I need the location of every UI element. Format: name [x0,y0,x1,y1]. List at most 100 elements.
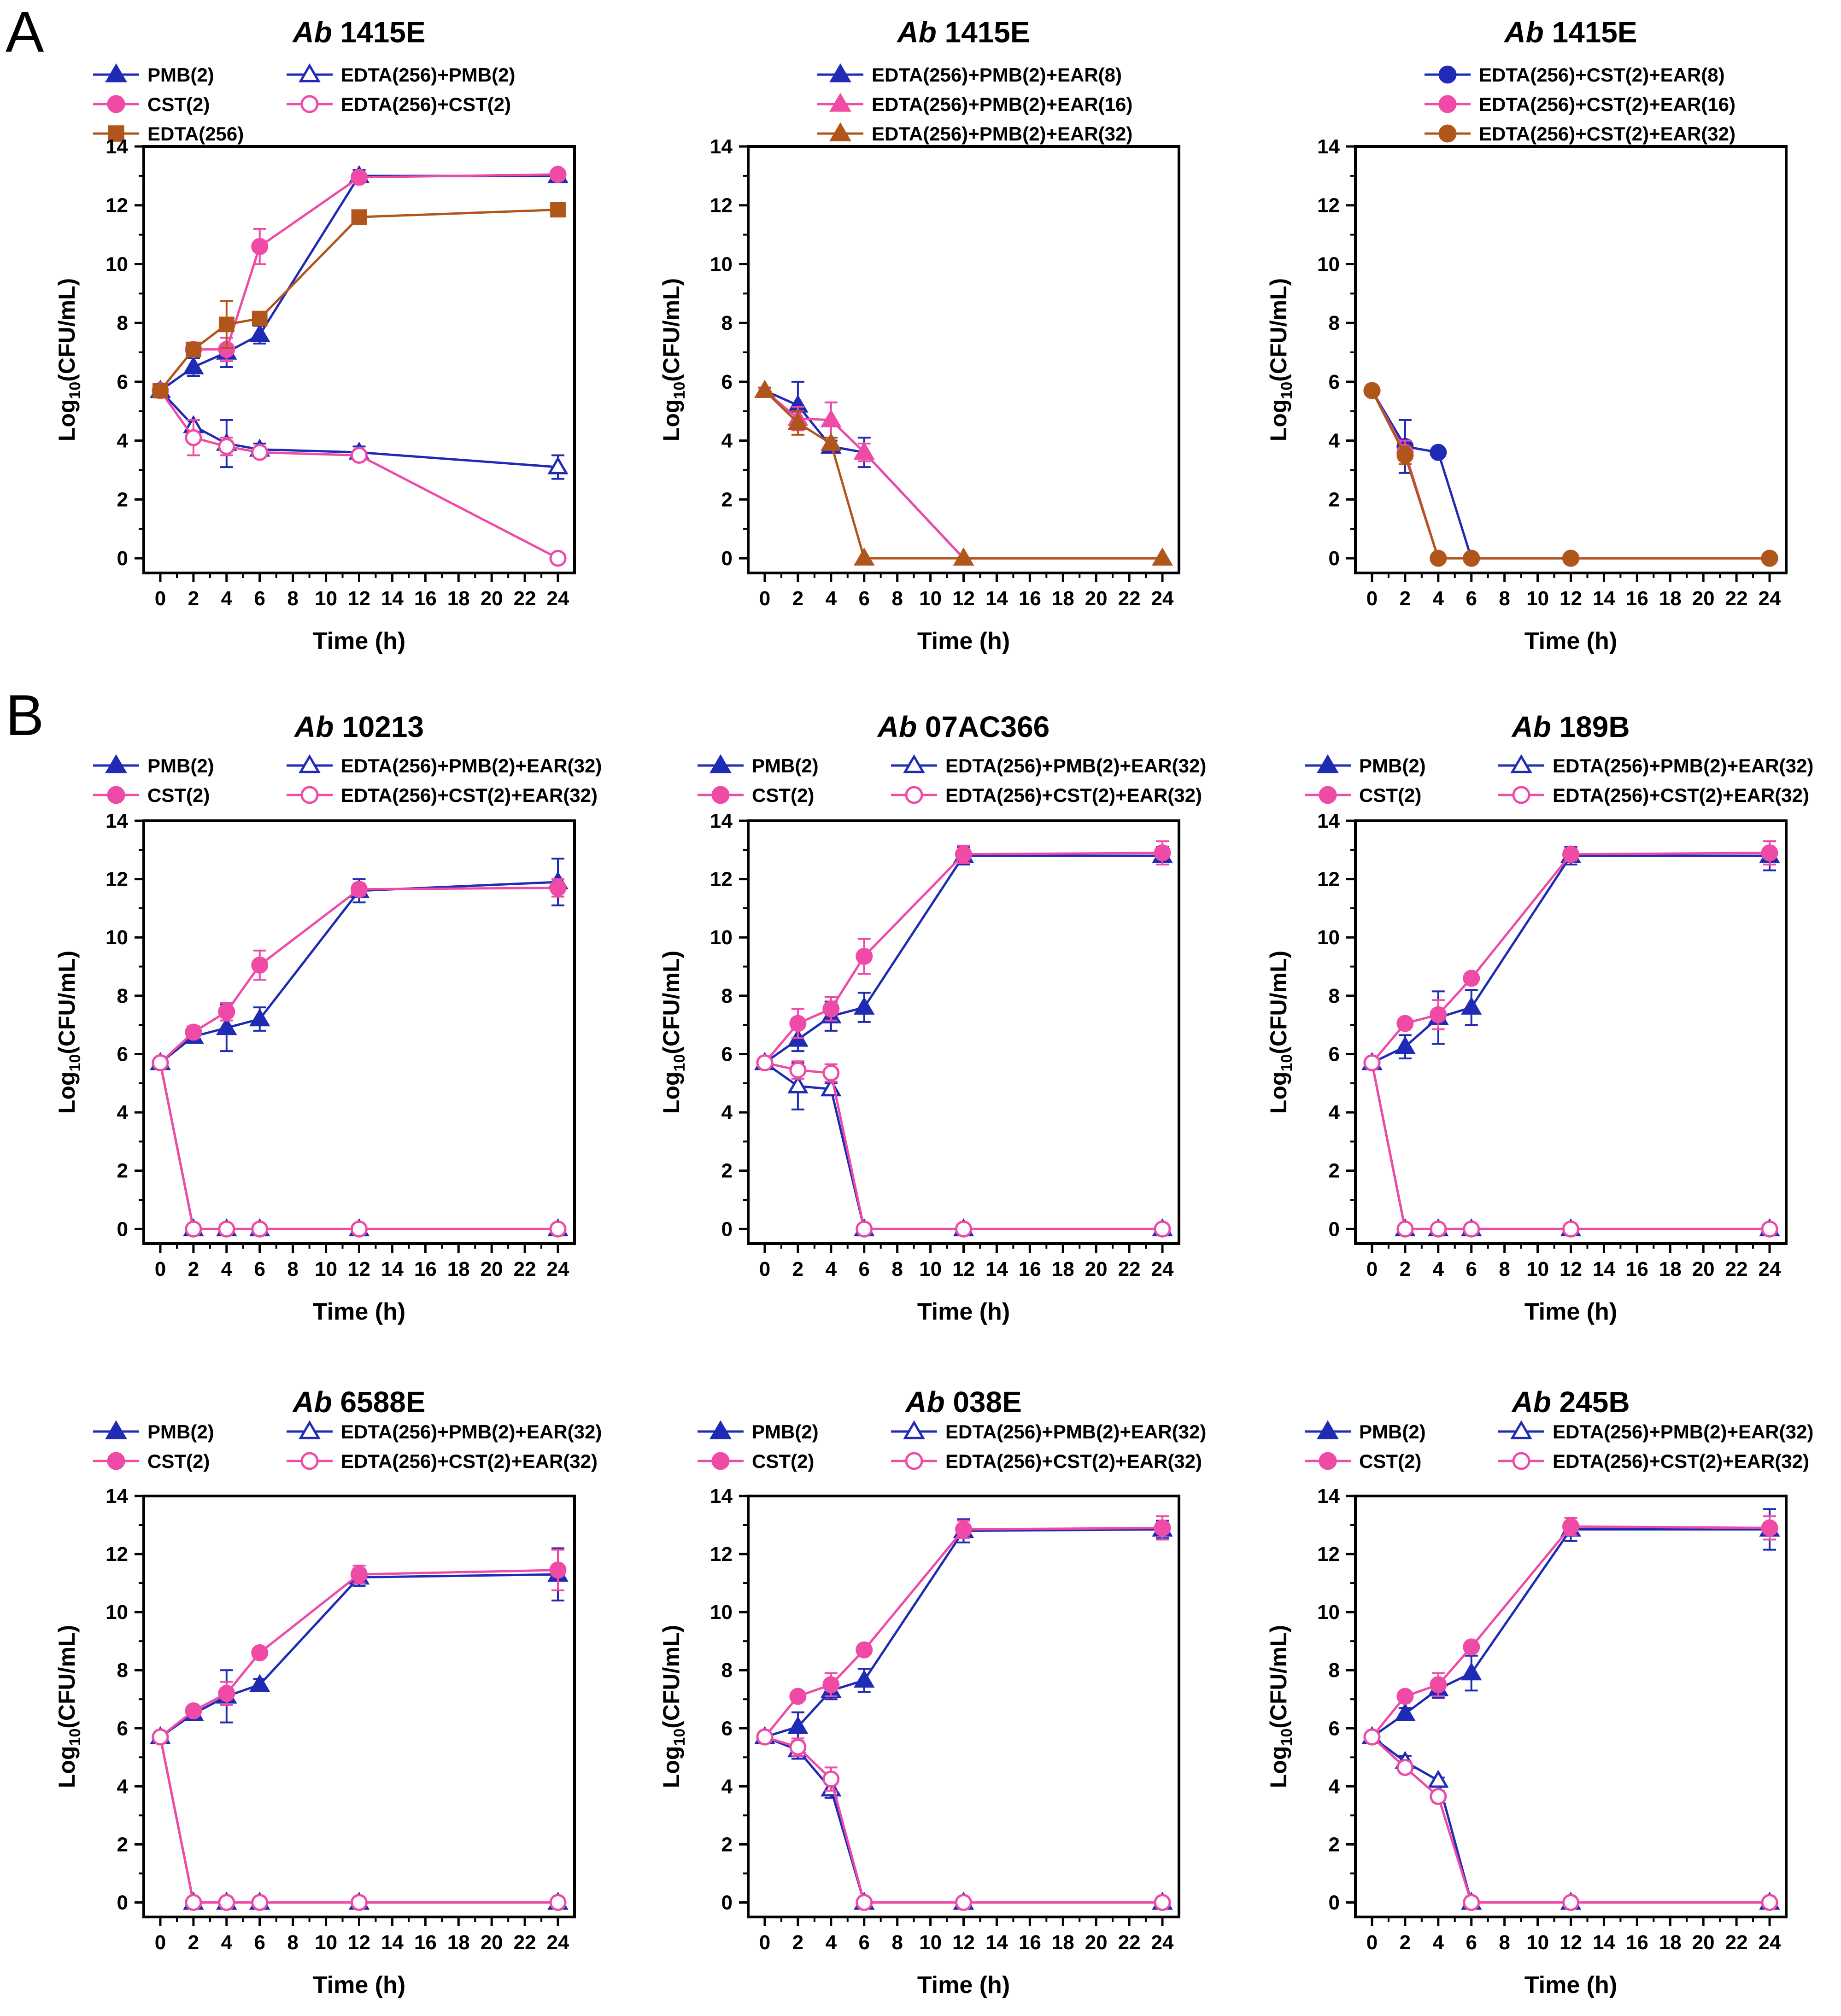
x-tick-label: 22 [1118,1931,1141,1954]
data-point [351,1220,368,1238]
chart-title-strain: 1415E [1544,16,1637,49]
x-tick-label: 12 [1560,1258,1582,1280]
data-point [251,956,269,974]
data-point [1395,1036,1416,1054]
x-tick-label: 18 [1659,1258,1682,1280]
data-point [789,1061,807,1079]
legend-item: PMB(2) [1305,754,1426,777]
x-tick-label: 4 [1433,1258,1444,1280]
series-3 [754,380,1173,566]
y-axis-label: Log10(CFU/mL) [658,1625,688,1788]
data-point [1430,1788,1447,1805]
data-point [1154,1893,1171,1911]
y-axis-label: Log10(CFU/mL) [54,951,84,1114]
x-tick-label: 2 [1400,1931,1411,1954]
y-tick-label: 12 [1317,194,1340,217]
x-tick-label: 24 [1759,587,1781,610]
series-4 [152,382,567,567]
data-point [955,1520,972,1538]
legend-item: EDTA(256)+CST(2)+EAR(32) [1425,123,1735,145]
data-point [1396,1759,1414,1776]
legend-label: EDTA(256)+PMB(2)+EAR(32) [945,1421,1206,1443]
data-point [351,447,368,464]
legend-item: PMB(2) [93,63,214,86]
y-tick-label: 14 [710,810,733,832]
data-point [1463,970,1480,987]
y-tick-label: 8 [721,312,733,334]
legend-item: EDTA(256)+PMB(2)+EAR(8) [817,63,1122,86]
series-line [159,390,559,560]
x-tick-label: 14 [381,587,404,610]
legend-marker [829,63,851,82]
x-axis: 0 2 4 6 8 10 12 14 16 18 20 22 24 [1366,1244,1781,1280]
legend-marker [1317,754,1339,773]
x-tick-label: 16 [414,587,437,610]
x-tick-label: 8 [287,1931,298,1954]
data-point [1761,844,1778,862]
x-tick-label: 12 [348,1931,370,1954]
legend-item: EDTA(256)+PMB(2)+EAR(32) [287,1420,602,1443]
y-tick-label: 10 [106,253,128,275]
data-point [185,1893,202,1911]
data-point [853,441,875,460]
y-tick-label: 0 [117,547,128,570]
y-tick-label: 8 [1329,1659,1340,1682]
x-tick-label: 20 [1692,1258,1715,1280]
y-tick-label: 12 [106,194,128,217]
y-axis: 0 2 4 6 8 10 12 14 [1317,135,1355,570]
y-axis-label: Log10(CFU/mL) [54,1625,84,1788]
legend-label: EDTA(256)+PMB(2)+EAR(32) [1553,1421,1813,1443]
x-tick-label: 8 [1499,1931,1510,1954]
x-tick-label: 4 [1433,587,1444,610]
y-tick-label: 2 [721,1160,733,1182]
y-axis: 0 2 4 6 8 10 12 14 [710,135,748,570]
data-point [822,1676,840,1694]
x-tick-label: 14 [1593,587,1615,610]
series-4 [1363,1054,1778,1238]
chart-title: Ab 6588E [292,1385,425,1419]
data-point [856,1220,873,1238]
x-tick-label: 10 [919,1258,942,1280]
data-point [549,879,567,897]
data-point [547,456,569,474]
y-tick-label: 8 [721,1659,733,1682]
data-point [822,1771,840,1788]
data-point [249,1674,270,1692]
legend-label: PMB(2) [147,1421,214,1443]
x-axis: 0 2 4 6 8 10 12 14 16 18 20 22 24 [1366,573,1781,610]
data-point [351,169,368,186]
x-tick-label: 0 [155,587,166,610]
y-tick-label: 4 [117,430,129,452]
legend-item: CST(2) [93,1450,210,1472]
data-point [549,1561,567,1579]
x-tick-label: 16 [1626,1931,1648,1954]
legend-marker [829,122,851,141]
data-point [1463,1220,1480,1238]
x-tick-label: 4 [826,587,837,610]
x-tick-label: 20 [481,1258,503,1280]
legend-item: EDTA(256)+PMB(2)+EAR(32) [891,1420,1206,1443]
x-tick-label: 2 [188,1931,199,1954]
data-point [1430,1006,1447,1023]
legend-item: CST(2) [1305,784,1421,806]
series-line [1371,390,1770,560]
x-axis-label: Time (h) [917,1298,1010,1325]
y-tick-label: 14 [106,135,128,158]
y-axis: 0 2 4 6 8 10 12 14 [106,135,144,570]
x-axis-label: Time (h) [917,1972,1010,1998]
data-point [218,438,235,455]
legend-item: CST(2) [1305,1450,1421,1472]
legend-marker [709,1420,732,1439]
x-tick-label: 8 [891,587,903,610]
x-tick-label: 6 [858,587,869,610]
x-tick-label: 12 [1560,1931,1582,1954]
data-point [955,1220,972,1238]
x-tick-label: 0 [759,1931,770,1954]
data-point [756,1054,774,1071]
x-tick-label: 4 [826,1931,837,1954]
x-tick-label: 22 [1725,1931,1748,1954]
data-point [185,1023,202,1041]
x-tick-label: 6 [1466,1258,1477,1280]
chart-legend: PMB(2) EDTA(256)+PMB(2)+EAR(32) CST(2) EDTA… [93,754,602,806]
panel-label-b: B [6,684,44,748]
